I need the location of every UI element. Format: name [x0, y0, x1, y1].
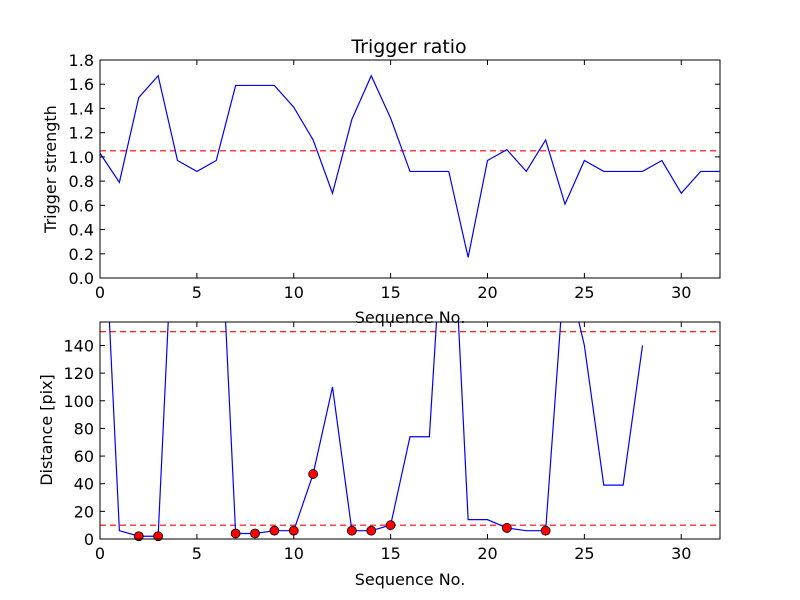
y-tick-label: 20 — [74, 502, 94, 521]
x-axis-label: Sequence No. — [355, 308, 466, 327]
y-tick-label: 40 — [74, 475, 94, 494]
x-tick-label: 30 — [671, 544, 691, 563]
data-point-marker — [133, 531, 144, 542]
plot-layer — [100, 74, 720, 258]
data-point-marker — [366, 525, 377, 536]
trigger-ratio-chart: Trigger ratio 0 5 10 15 20 25 30 0.0 0.2 0.4 0.6 0.… — [41, 36, 721, 327]
y-axis-label: Trigger strength — [41, 105, 60, 234]
plot-area — [100, 74, 720, 258]
y-tick-label: 1.2 — [69, 124, 94, 143]
x-tick-label: 0 — [95, 283, 105, 302]
data-point-marker — [288, 525, 299, 536]
data-point-marker — [230, 528, 241, 539]
data-point-marker — [250, 528, 260, 539]
x-axis-label: Sequence No. — [355, 570, 466, 589]
data-point-marker — [540, 525, 551, 536]
y-tick-label: 0.2 — [69, 245, 94, 264]
data-point-marker — [385, 520, 396, 531]
x-tick-label: 10 — [284, 283, 304, 302]
y-tick-label: 120 — [63, 364, 94, 383]
y-tick-label: 1.0 — [69, 148, 94, 167]
data-point-marker — [346, 525, 357, 536]
data-point-marker — [269, 525, 280, 536]
x-tick-label: 5 — [192, 283, 202, 302]
data-point-marker — [153, 531, 164, 542]
distance-chart: 0 5 10 15 20 25 30 0 20 40 60 80 100 120 140 Sequence … — [37, 321, 721, 589]
x-tick-label: 10 — [284, 544, 304, 563]
data-point-marker — [501, 523, 512, 533]
y-tick-label: 60 — [74, 447, 94, 466]
y-axis-label: Distance [pix] — [37, 374, 56, 486]
y-tick-label: 100 — [63, 392, 94, 411]
x-tick-label: 0 — [95, 544, 105, 563]
y-tick-label: 1.4 — [69, 99, 94, 118]
y-tick-label: 0.6 — [69, 196, 94, 215]
plot-frame — [99, 321, 721, 540]
x-tick-label: 5 — [192, 544, 202, 563]
x-tick-label: 25 — [574, 283, 594, 302]
y-tick-label: 80 — [74, 419, 94, 438]
x-tick-label: 15 — [380, 544, 400, 563]
y-tick-label: 0.4 — [69, 221, 94, 240]
series-line-0 — [100, 74, 720, 258]
y-tick-label: 1.6 — [69, 75, 94, 94]
plot-layer — [100, 322, 720, 542]
y-tick-label: 140 — [63, 336, 94, 355]
plot-frame — [99, 59, 721, 279]
x-tick-label: 20 — [477, 283, 497, 302]
x-tick-label: 15 — [380, 283, 400, 302]
x-tick-label: 30 — [671, 283, 691, 302]
chart-title: Trigger ratio — [350, 36, 466, 58]
y-tick-label: 1.8 — [69, 51, 94, 70]
y-tick-label: 0.8 — [69, 172, 94, 191]
y-tick-label: 0 — [84, 530, 94, 549]
y-tick-label: 0.0 — [69, 269, 94, 288]
x-tick-label: 20 — [477, 544, 497, 563]
data-point-marker — [308, 469, 319, 479]
tick-layer: 0 5 10 15 20 25 30 0.0 0.2 0.4 0.6 0.8 1.0 1.2 1.4 1.6 1… — [69, 51, 720, 302]
tick-layer: 0 5 10 15 20 25 30 0 20 40 60 80 100 120 140 — [63, 322, 720, 563]
x-tick-label: 25 — [574, 544, 594, 563]
